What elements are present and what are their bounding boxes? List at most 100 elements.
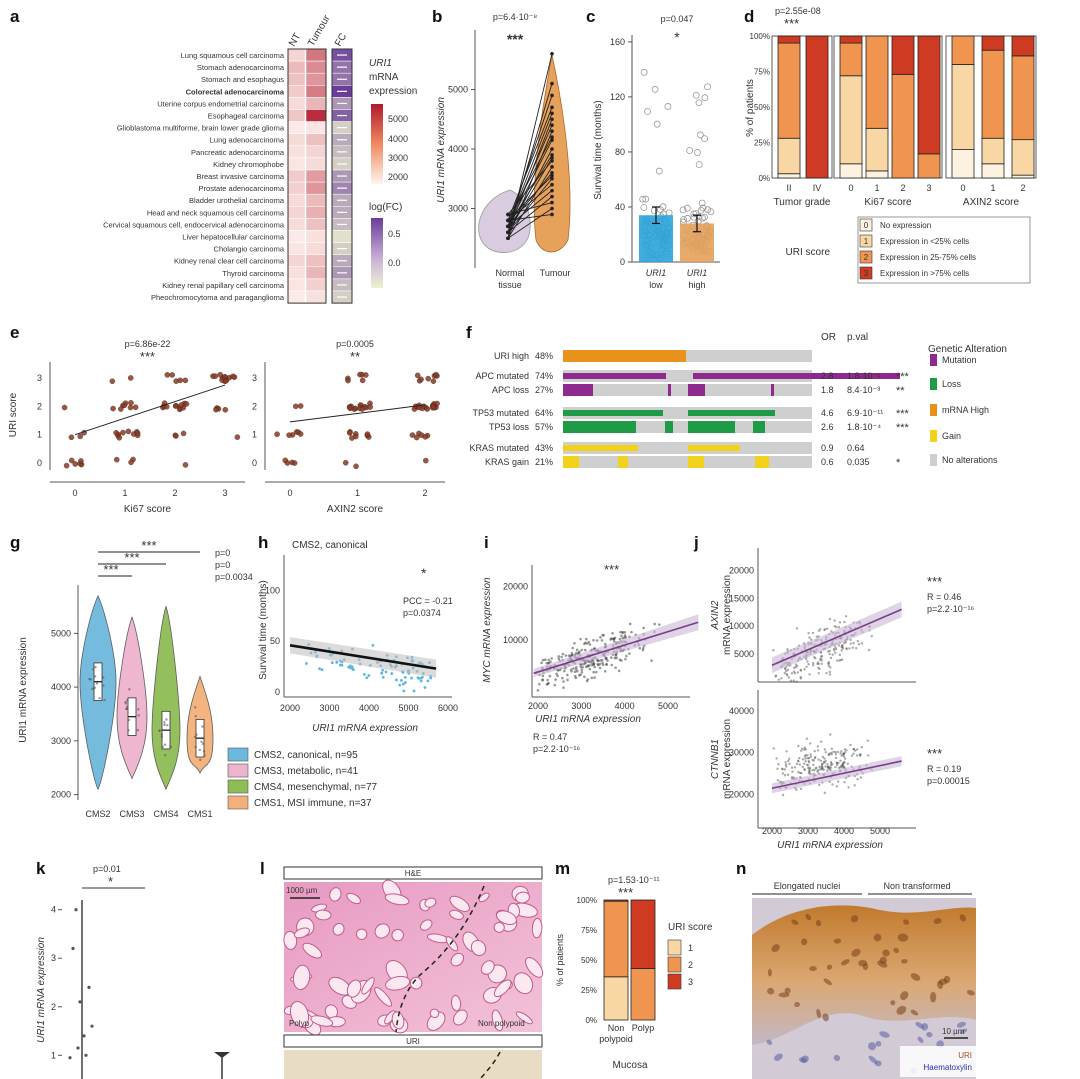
stats: R = 0.19 bbox=[927, 764, 961, 774]
scatter-point bbox=[586, 664, 590, 667]
survival-point bbox=[704, 206, 712, 214]
heatmap-cell-nt bbox=[287, 230, 306, 243]
scatter-point bbox=[624, 635, 627, 639]
he-glands bbox=[283, 879, 544, 1036]
stacked-segment bbox=[917, 35, 941, 155]
scatter-point bbox=[817, 629, 821, 632]
ylabel-e: URI score bbox=[8, 392, 19, 437]
scatter-point bbox=[813, 768, 816, 772]
scatter-point bbox=[821, 762, 824, 765]
scatter-point bbox=[566, 678, 569, 682]
violin bbox=[151, 605, 181, 791]
scatter-point bbox=[116, 434, 123, 441]
scatter-point bbox=[430, 378, 437, 384]
scatter-point bbox=[414, 372, 421, 379]
scatter-point bbox=[547, 658, 551, 662]
scatter-point bbox=[850, 754, 854, 757]
stacked-segment bbox=[777, 173, 801, 179]
scatter-point bbox=[823, 791, 826, 795]
stacked-segment bbox=[1011, 174, 1035, 179]
legend-swatch bbox=[227, 795, 249, 810]
ylabel-k: URI1 mRNA expression bbox=[36, 937, 47, 1043]
significance-brackets: *** p=0 *** p=0 *** p=0.0034 bbox=[98, 538, 253, 582]
scatter-point bbox=[561, 652, 565, 656]
nucleus bbox=[874, 1060, 882, 1067]
scatter-point bbox=[572, 667, 575, 670]
survival-point bbox=[699, 204, 707, 212]
scatter-point bbox=[801, 758, 805, 761]
scatter-point bbox=[867, 648, 871, 652]
scatter-point bbox=[613, 656, 617, 660]
ytick-label: 0 bbox=[620, 257, 625, 267]
scatter-point bbox=[576, 669, 579, 673]
scatter-point bbox=[582, 662, 586, 666]
panel-g-violin: URI1 mRNA expression 2000 3000 4000 5000 CM… bbox=[18, 538, 378, 819]
stacked-segment bbox=[865, 127, 889, 172]
ytick-label: 1 bbox=[37, 430, 42, 440]
heatmap-legend-tick: 2000 bbox=[388, 172, 408, 182]
scatter-point bbox=[799, 675, 802, 679]
violin-point bbox=[102, 684, 105, 687]
nucleus bbox=[784, 987, 791, 994]
scatter-point bbox=[829, 666, 832, 669]
scatter-point bbox=[806, 757, 810, 760]
scatter-point bbox=[849, 642, 852, 645]
scatter-point bbox=[812, 759, 815, 762]
nucleus bbox=[833, 938, 842, 944]
fc-legend-title: log(FC) bbox=[369, 202, 402, 213]
stars-h: * bbox=[421, 565, 427, 581]
oncoprint-stars: *** bbox=[896, 408, 910, 420]
scatter-point bbox=[853, 749, 857, 752]
scatter-point bbox=[842, 752, 845, 755]
scatter-point bbox=[843, 760, 846, 764]
scatter-point bbox=[592, 670, 595, 674]
legend-label: Gain bbox=[942, 431, 961, 441]
stacked-segment bbox=[981, 137, 1005, 165]
scatter-point bbox=[425, 375, 432, 382]
paired-line bbox=[507, 157, 553, 233]
panel-label-l: l bbox=[260, 859, 265, 878]
scatter-point bbox=[843, 620, 846, 624]
scatter-point bbox=[784, 667, 787, 670]
scatter-point bbox=[835, 763, 839, 767]
scale-n: 10 µm bbox=[942, 1027, 965, 1036]
scatter-point bbox=[424, 406, 431, 412]
scatter-point bbox=[367, 674, 371, 677]
scatter-point bbox=[128, 459, 134, 466]
scatter-point bbox=[842, 755, 846, 758]
point-tumour bbox=[550, 129, 554, 133]
scatter-point bbox=[579, 637, 582, 641]
heatmap-row-label: Head and neck squamous cell carcinoma bbox=[147, 208, 285, 217]
pvalue: p=6.86e-22 bbox=[125, 339, 171, 349]
scatter-point bbox=[579, 665, 583, 669]
bracket-pvalue: p=0.0034 bbox=[215, 572, 253, 582]
gland bbox=[315, 909, 332, 921]
xtick-label: 5000 bbox=[658, 701, 678, 711]
bracket-stars: *** bbox=[124, 550, 139, 565]
scatter-point bbox=[867, 754, 870, 757]
scatter-point bbox=[638, 647, 642, 650]
bracket-pvalue: p=0 bbox=[215, 548, 230, 558]
scatter-point bbox=[834, 647, 838, 651]
uri-score-legend: 0 No expression 1 Expression in <25% cells 2… bbox=[857, 216, 1031, 284]
panel-label-g: g bbox=[10, 533, 20, 552]
survival-point bbox=[644, 108, 651, 115]
scatter-point bbox=[818, 783, 821, 787]
stacked-segment bbox=[777, 42, 801, 139]
point-tumour bbox=[550, 52, 554, 56]
paired-line bbox=[507, 95, 553, 227]
survival-point bbox=[692, 91, 700, 99]
violin-point bbox=[103, 698, 106, 702]
ytick-label: 10000 bbox=[729, 621, 754, 631]
oncoprint-stars: ** bbox=[896, 385, 905, 397]
legend-swatch bbox=[227, 747, 249, 762]
scatter-point bbox=[772, 649, 775, 652]
xtick-label: 2000 bbox=[528, 701, 548, 711]
violin-point bbox=[137, 708, 140, 711]
scatter-point bbox=[783, 774, 787, 777]
panel-label-c: c bbox=[586, 7, 595, 26]
paired-line bbox=[507, 107, 553, 221]
scatter-point bbox=[835, 659, 839, 662]
panel-label-j: j bbox=[693, 533, 699, 552]
oncoprint-row-label: APC mutated bbox=[475, 371, 529, 381]
